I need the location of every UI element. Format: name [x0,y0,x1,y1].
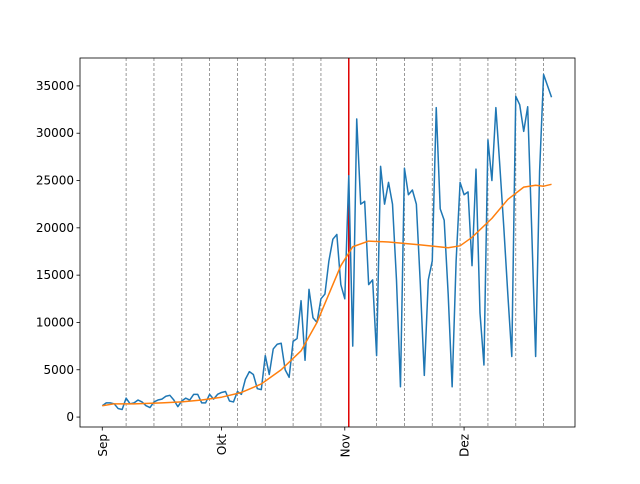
y-tick-label: 30000 [36,126,74,140]
data-line [102,183,552,407]
x-tick-label: Okt [215,434,229,455]
x-tick-label: Sep [96,434,110,457]
x-tick-label: Nov [338,434,352,457]
y-tick-label: 15000 [36,268,74,282]
data-line [101,73,553,411]
plot-frame [79,57,576,428]
x-tick-label: Dez [458,434,472,457]
y-tick-label: 20000 [36,221,74,235]
y-tick-label: 5000 [43,363,74,377]
y-tick-label: 35000 [36,79,74,93]
y-tick-label: 0 [66,410,74,424]
y-tick-label: 25000 [36,174,74,188]
y-tick-label: 10000 [36,315,74,329]
